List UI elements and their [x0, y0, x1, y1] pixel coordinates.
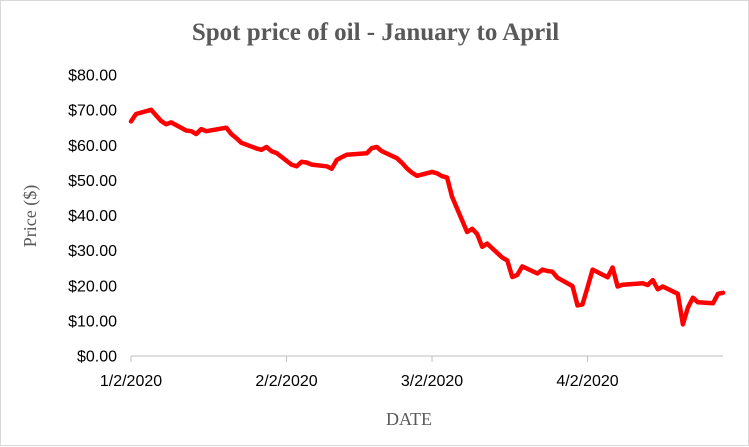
series-line — [128, 107, 726, 327]
x-axis-label: DATE — [386, 409, 432, 429]
y-tick-label: $60.00 — [68, 138, 117, 155]
y-tick-label: $0.00 — [77, 349, 117, 366]
x-tick-label: 4/2/2020 — [556, 373, 618, 390]
x-tick-label: 3/2/2020 — [401, 373, 463, 390]
chart-title: Spot price of oil - January to April — [191, 19, 560, 46]
y-tick-label: $40.00 — [68, 208, 117, 225]
y-tick-label: $70.00 — [68, 103, 117, 120]
y-tick-label: $80.00 — [68, 68, 117, 85]
y-tick-labels: $0.00 $10.00 $20.00 $30.00 $40.00 $50.00 $60.0… — [68, 68, 117, 366]
y-tick-label: $50.00 — [68, 173, 117, 190]
x-tick-label: 2/2/2020 — [255, 373, 317, 390]
y-tick-label: $20.00 — [68, 278, 117, 295]
x-axis: 1/2/2020 2/2/2020 3/2/2020 4/2/2020 — [100, 355, 723, 390]
x-tick-label: 1/2/2020 — [100, 373, 162, 390]
y-tick-label: $10.00 — [68, 313, 117, 330]
y-axis-label: Price ($) — [20, 185, 41, 247]
y-tick-label: $30.00 — [68, 243, 117, 260]
series-layer — [128, 107, 726, 327]
